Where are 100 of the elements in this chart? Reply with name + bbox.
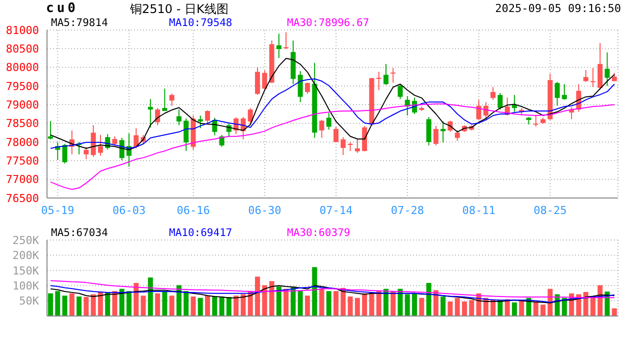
bar <box>119 288 124 316</box>
y-tick-label: 78500 <box>6 117 39 130</box>
bar <box>412 293 418 316</box>
y-tick-label: 150K <box>12 264 40 278</box>
candlestick <box>533 114 538 128</box>
bar <box>462 302 467 316</box>
bar <box>298 291 303 316</box>
candlestick <box>198 114 203 129</box>
candlestick <box>376 71 382 91</box>
bar <box>440 296 446 316</box>
x-tick-label: 06-16 <box>176 204 210 217</box>
text: MA10:69417 <box>169 227 234 239</box>
bar <box>126 291 132 316</box>
candlestick <box>319 119 324 138</box>
bar <box>155 293 160 316</box>
candlestick <box>512 94 517 112</box>
x-tick-label: 08-25 <box>534 204 567 217</box>
candlestick <box>340 136 346 156</box>
bar <box>140 296 146 316</box>
bar <box>540 304 546 316</box>
bar <box>162 291 168 316</box>
candlestick <box>598 42 603 90</box>
bar <box>262 285 268 316</box>
bar <box>134 282 139 316</box>
candlestick <box>433 125 438 146</box>
candlestick <box>90 124 96 158</box>
candlestick <box>583 69 588 82</box>
y-tick-label: 50K <box>19 294 40 308</box>
bar <box>390 291 396 316</box>
bar <box>69 293 74 316</box>
bar <box>84 296 89 316</box>
x-tick-label: 08-11 <box>462 204 496 217</box>
bar <box>533 302 538 316</box>
bar <box>55 291 60 316</box>
candlestick <box>590 68 596 88</box>
candlestick <box>148 98 153 128</box>
x-tick-label: 07-28 <box>390 204 424 217</box>
bar <box>269 281 274 316</box>
bar <box>454 298 460 316</box>
bar <box>198 298 203 316</box>
candlestick <box>98 134 103 156</box>
candlestick <box>284 32 289 50</box>
bar <box>226 296 232 316</box>
candlestick <box>562 84 567 100</box>
bar <box>190 296 196 316</box>
x-tick-label: 07-14 <box>320 204 353 217</box>
candlestick <box>254 66 260 96</box>
bar <box>240 294 246 316</box>
candlestick <box>205 110 210 124</box>
text: MA30:78996.67 <box>287 17 370 29</box>
bar <box>419 298 424 316</box>
bar <box>376 291 382 316</box>
bar <box>148 277 153 316</box>
candlestick <box>334 126 338 143</box>
bar <box>234 296 239 316</box>
candlestick <box>498 92 503 110</box>
candlestick <box>62 143 68 164</box>
bar <box>426 282 432 316</box>
text: MA10:79548 <box>169 17 234 29</box>
line-series <box>50 280 615 298</box>
bar <box>169 296 174 316</box>
bar <box>469 300 474 316</box>
candlestick <box>304 82 310 94</box>
bar <box>304 296 310 316</box>
y-tick-label: 76500 <box>6 192 39 205</box>
candlestick <box>390 68 396 84</box>
candlestick <box>426 116 432 146</box>
candlestick <box>326 112 332 130</box>
bar <box>254 276 260 316</box>
bar <box>612 308 617 316</box>
bar <box>519 300 524 316</box>
y-tick-label: 78000 <box>6 136 39 149</box>
bar <box>112 291 118 316</box>
y-tick-label: 200K <box>12 249 40 262</box>
y-tick-label: 80000 <box>6 61 39 74</box>
candlestick <box>490 86 496 100</box>
y-tick-label: 77000 <box>6 173 39 186</box>
candlestick <box>298 70 303 103</box>
candlestick <box>354 138 360 154</box>
bar <box>48 293 53 316</box>
candlestick <box>454 130 460 142</box>
bar <box>98 292 103 316</box>
x-tick-label: 06-30 <box>248 204 282 217</box>
bar <box>404 294 410 316</box>
bar <box>205 296 210 316</box>
bar <box>448 302 453 316</box>
bar <box>398 288 403 316</box>
candlestick <box>276 33 282 58</box>
candlestick <box>262 70 268 90</box>
y-tick-label: 250K <box>12 234 40 247</box>
candlestick <box>383 63 388 86</box>
text: MA5:67034 <box>51 227 109 239</box>
candlestick <box>169 92 174 106</box>
y-tick-label: 79000 <box>6 98 39 112</box>
candlestick <box>176 109 182 126</box>
bar <box>348 296 353 316</box>
candlestick <box>554 81 560 106</box>
bar <box>512 302 517 316</box>
y-tick-label: 80500 <box>6 42 39 56</box>
y-tick-label: 81000 <box>6 24 39 37</box>
